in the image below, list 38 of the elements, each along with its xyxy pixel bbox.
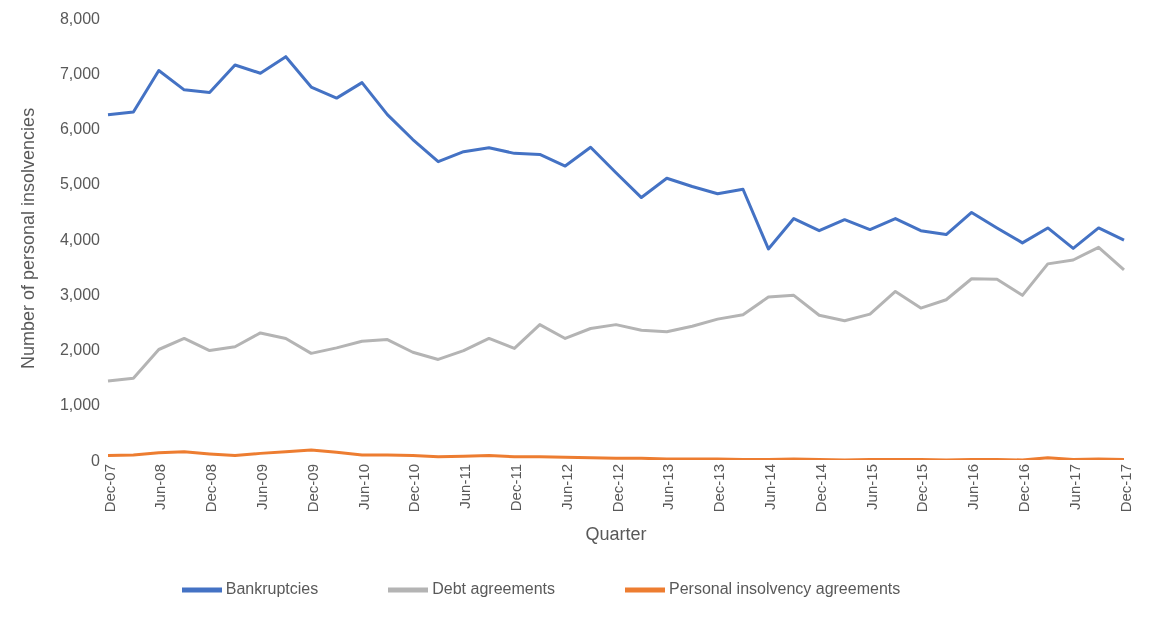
y-tick-label: 6,000 (59, 120, 101, 138)
x-tick-label: Jun-10 (354, 464, 372, 510)
y-tick-label: 1,000 (59, 396, 101, 414)
y-tick-label: 8,000 (59, 9, 101, 27)
x-tick-label: Dec-12 (608, 464, 626, 513)
y-tick-label: 7,000 (59, 64, 101, 82)
y-tick-label: 5,000 (59, 175, 101, 193)
y-tick-label: 4,000 (59, 230, 101, 248)
x-tick-label: Jun-16 (964, 464, 982, 510)
y-tick-label: 0 (91, 451, 101, 469)
x-tick-label: Jun-13 (659, 464, 677, 510)
x-tick-label: Jun-14 (761, 464, 779, 510)
legend-label: Personal insolvency agreements (669, 580, 901, 598)
legend-label: Debt agreements (432, 580, 555, 598)
y-tick-label: 2,000 (59, 341, 101, 359)
x-axis-title: Quarter (585, 524, 647, 544)
x-tick-label: Dec-14 (811, 464, 829, 513)
line-series (106, 55, 1126, 251)
x-tick-label: Jun-11 (456, 464, 474, 509)
x-tick-label: Dec-10 (405, 464, 423, 513)
x-tick-label: Jun-12 (557, 464, 575, 510)
line-series (106, 245, 1126, 383)
x-tick-label: Jun-15 (862, 464, 880, 510)
x-tick-label: Dec-16 (1015, 464, 1033, 513)
x-tick-label: Dec-11 (507, 464, 525, 512)
x-tick-label: Jun-17 (1065, 464, 1083, 510)
line-series (106, 448, 1126, 460)
y-tick-label: 3,000 (59, 285, 101, 303)
x-tick-label: Dec-08 (202, 464, 220, 513)
x-tick-label: Dec-13 (710, 464, 728, 513)
legend-label: Bankruptcies (225, 580, 319, 598)
x-tick-label: Dec-07 (100, 464, 118, 513)
x-tick-label: Dec-17 (1116, 464, 1134, 513)
x-tick-label: Jun-08 (151, 464, 169, 510)
y-axis-title: Number of personal insolvencies (18, 107, 39, 369)
x-tick-label: Dec-15 (913, 464, 931, 513)
x-tick-label: Jun-09 (253, 464, 271, 510)
x-tick-label: Dec-09 (303, 464, 321, 513)
